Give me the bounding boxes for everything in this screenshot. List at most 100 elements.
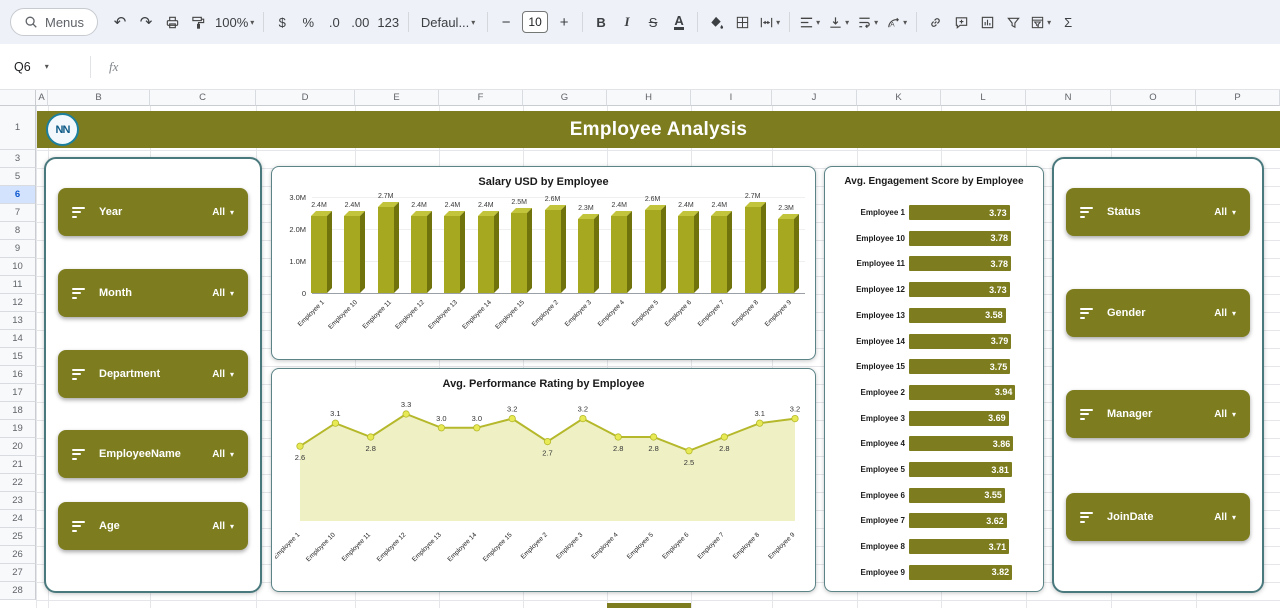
row-header-27[interactable]: 27 bbox=[0, 564, 36, 582]
column-header-a[interactable]: A bbox=[36, 90, 48, 106]
row-header-17[interactable]: 17 bbox=[0, 384, 36, 402]
column-header-c[interactable]: C bbox=[150, 90, 256, 106]
row-header-23[interactable]: 23 bbox=[0, 492, 36, 510]
slicer-joindate[interactable]: JoinDate All ▾ bbox=[1066, 493, 1250, 541]
right-slicer-panel[interactable]: Status All ▾ Gender All ▾ Manager All ▾ JoinDate A… bbox=[1052, 157, 1264, 593]
row-header-5[interactable]: 5 bbox=[0, 168, 36, 186]
slicer-status[interactable]: Status All ▾ bbox=[1066, 188, 1250, 236]
column-header-d[interactable]: D bbox=[256, 90, 355, 106]
row-header-20[interactable]: 20 bbox=[0, 438, 36, 456]
salary-chart[interactable]: Salary USD by Employee 3.0M 2.0M 1.0M 0 2.4M… bbox=[271, 166, 816, 360]
company-logo[interactable]: NN bbox=[46, 113, 79, 146]
slicer-age[interactable]: Age All ▾ bbox=[58, 502, 248, 550]
text-wrap-button[interactable]: ▾ bbox=[854, 9, 881, 35]
engagement-chart[interactable]: Avg. Engagement Score by Employee Employ… bbox=[824, 166, 1044, 592]
merge-cells-button[interactable]: ▾ bbox=[756, 9, 783, 35]
redo-button[interactable]: ↷ bbox=[139, 14, 153, 31]
column-header-h[interactable]: H bbox=[607, 90, 691, 106]
print-button[interactable] bbox=[160, 9, 184, 35]
row-header-13[interactable]: 13 bbox=[0, 312, 36, 330]
slicer-year[interactable]: Year All ▾ bbox=[58, 188, 248, 236]
select-all-corner[interactable] bbox=[0, 90, 36, 106]
row-header-9[interactable]: 9 bbox=[0, 240, 36, 258]
row-header-3[interactable]: 3 bbox=[0, 150, 36, 168]
row-header-19[interactable]: 19 bbox=[0, 420, 36, 438]
fill-color-button[interactable] bbox=[704, 9, 728, 35]
column-header-l[interactable]: L bbox=[941, 90, 1026, 106]
italic-button[interactable]: I bbox=[624, 14, 630, 29]
text-color-button[interactable]: A bbox=[674, 13, 684, 31]
undo-button[interactable]: ↶ bbox=[113, 14, 127, 31]
row-header-8[interactable]: 8 bbox=[0, 222, 36, 240]
column-header-f[interactable]: F bbox=[439, 90, 523, 106]
slicer-value-dropdown[interactable]: All ▾ bbox=[1214, 307, 1236, 319]
slicer-value-dropdown[interactable]: All ▾ bbox=[1214, 206, 1236, 218]
slicer-value-dropdown[interactable]: All ▾ bbox=[212, 520, 234, 532]
zoom-select[interactable]: 100% ▾ bbox=[212, 9, 257, 35]
row-header-1[interactable]: 1 bbox=[0, 106, 36, 150]
slicer-value-dropdown[interactable]: All ▾ bbox=[1214, 511, 1236, 523]
filter-views-button[interactable]: ▾ bbox=[1027, 9, 1054, 35]
dashboard-banner[interactable]: NN Employee Analysis bbox=[37, 111, 1280, 148]
paint-format-button[interactable] bbox=[186, 9, 210, 35]
column-header-i[interactable]: I bbox=[691, 90, 772, 106]
row-header-10[interactable]: 10 bbox=[0, 258, 36, 276]
strikethrough-button[interactable]: S bbox=[648, 14, 658, 30]
menus-button[interactable]: Menus bbox=[10, 8, 99, 36]
row-header-15[interactable]: 15 bbox=[0, 348, 36, 366]
create-filter-button[interactable] bbox=[1001, 9, 1025, 35]
column-header-p[interactable]: P bbox=[1196, 90, 1280, 106]
row-header-25[interactable]: 25 bbox=[0, 528, 36, 546]
increase-font-size-button[interactable]: + bbox=[559, 13, 569, 31]
decrease-font-size-button[interactable]: − bbox=[501, 13, 511, 31]
more-formats-button[interactable]: 123 bbox=[377, 14, 400, 30]
name-box[interactable]: Q6 ▾ bbox=[0, 60, 88, 74]
slicer-value-dropdown[interactable]: All ▾ bbox=[212, 368, 234, 380]
performance-chart[interactable]: Avg. Performance Rating by Employee 2.6 3… bbox=[271, 368, 816, 592]
slicer-gender[interactable]: Gender All ▾ bbox=[1066, 289, 1250, 337]
row-header-14[interactable]: 14 bbox=[0, 330, 36, 348]
slicer-month[interactable]: Month All ▾ bbox=[58, 269, 248, 317]
row-header-16[interactable]: 16 bbox=[0, 366, 36, 384]
fx-icon[interactable]: fx bbox=[109, 58, 119, 74]
row-header-11[interactable]: 11 bbox=[0, 276, 36, 294]
decrease-decimal-button[interactable]: .0 bbox=[328, 14, 340, 30]
currency-format-button[interactable]: $ bbox=[278, 14, 286, 30]
slicer-value-dropdown[interactable]: All ▾ bbox=[212, 448, 234, 460]
row-header-24[interactable]: 24 bbox=[0, 510, 36, 528]
row-header-18[interactable]: 18 bbox=[0, 402, 36, 420]
font-select[interactable]: Defaul... ▾ bbox=[415, 9, 481, 35]
row-header-7[interactable]: 7 bbox=[0, 204, 36, 222]
vertical-align-button[interactable]: ▾ bbox=[825, 9, 852, 35]
column-header-g[interactable]: G bbox=[523, 90, 607, 106]
slicer-manager[interactable]: Manager All ▾ bbox=[1066, 390, 1250, 438]
borders-button[interactable] bbox=[730, 9, 754, 35]
increase-decimal-button[interactable]: .00 bbox=[351, 14, 370, 30]
slicer-employeename[interactable]: EmployeeName All ▾ bbox=[58, 430, 248, 478]
insert-link-button[interactable] bbox=[923, 9, 947, 35]
horizontal-align-button[interactable]: ▾ bbox=[796, 9, 823, 35]
bold-button[interactable]: B bbox=[596, 14, 606, 30]
row-header-22[interactable]: 22 bbox=[0, 474, 36, 492]
column-header-e[interactable]: E bbox=[355, 90, 439, 106]
left-slicer-panel[interactable]: Year All ▾ Month All ▾ Department All ▾ EmployeeN… bbox=[44, 157, 262, 593]
text-rotation-button[interactable]: A ▾ bbox=[883, 9, 910, 35]
slicer-value-dropdown[interactable]: All ▾ bbox=[1214, 408, 1236, 420]
insert-chart-button[interactable] bbox=[975, 9, 999, 35]
row-header-21[interactable]: 21 bbox=[0, 456, 36, 474]
font-size-input[interactable]: 10 bbox=[522, 11, 549, 33]
row-header-12[interactable]: 12 bbox=[0, 294, 36, 312]
row-header-6[interactable]: 6 bbox=[0, 186, 36, 204]
row-header-28[interactable]: 28 bbox=[0, 582, 36, 600]
column-header-k[interactable]: K bbox=[857, 90, 941, 106]
column-header-o[interactable]: O bbox=[1111, 90, 1196, 106]
percent-format-button[interactable]: % bbox=[302, 14, 315, 30]
row-header-26[interactable]: 26 bbox=[0, 546, 36, 564]
functions-button[interactable]: Σ bbox=[1056, 9, 1080, 35]
slicer-value-dropdown[interactable]: All ▾ bbox=[212, 287, 234, 299]
slicer-value-dropdown[interactable]: All ▾ bbox=[212, 206, 234, 218]
column-header-n[interactable]: N bbox=[1026, 90, 1111, 106]
column-header-b[interactable]: B bbox=[48, 90, 150, 106]
slicer-department[interactable]: Department All ▾ bbox=[58, 350, 248, 398]
column-header-j[interactable]: J bbox=[772, 90, 857, 106]
